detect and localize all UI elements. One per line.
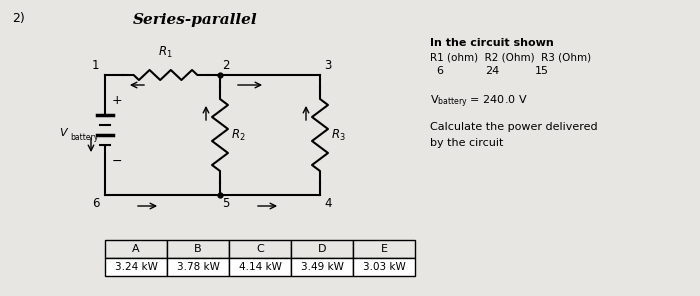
Text: 2: 2 bbox=[222, 59, 230, 72]
Text: 6: 6 bbox=[436, 66, 443, 76]
Text: C: C bbox=[256, 244, 264, 254]
FancyBboxPatch shape bbox=[167, 258, 229, 276]
Text: −: − bbox=[112, 155, 122, 168]
Text: Series-parallel: Series-parallel bbox=[133, 13, 258, 27]
Text: +: + bbox=[112, 94, 122, 107]
Text: 6: 6 bbox=[92, 197, 100, 210]
Text: 24: 24 bbox=[485, 66, 499, 76]
Text: Calculate the power delivered: Calculate the power delivered bbox=[430, 122, 598, 132]
Text: $R_3$: $R_3$ bbox=[331, 128, 346, 143]
FancyBboxPatch shape bbox=[229, 258, 291, 276]
Text: 3.78 kW: 3.78 kW bbox=[176, 262, 219, 272]
Text: $R_2$: $R_2$ bbox=[231, 128, 246, 143]
FancyBboxPatch shape bbox=[229, 240, 291, 258]
Text: V: V bbox=[60, 128, 67, 138]
Text: 3.24 kW: 3.24 kW bbox=[115, 262, 158, 272]
Text: 15: 15 bbox=[535, 66, 549, 76]
Text: $\mathregular{V_{battery}}$ = 240.0 V: $\mathregular{V_{battery}}$ = 240.0 V bbox=[430, 94, 528, 110]
Text: R1 (ohm)  R2 (Ohm)  R3 (Ohm): R1 (ohm) R2 (Ohm) R3 (Ohm) bbox=[430, 52, 591, 62]
Text: 1: 1 bbox=[92, 59, 99, 72]
Text: 5: 5 bbox=[222, 197, 230, 210]
FancyBboxPatch shape bbox=[353, 240, 415, 258]
Text: 3.49 kW: 3.49 kW bbox=[300, 262, 344, 272]
Text: A: A bbox=[132, 244, 140, 254]
Text: 2): 2) bbox=[12, 12, 24, 25]
Text: 3: 3 bbox=[324, 59, 331, 72]
Text: E: E bbox=[381, 244, 388, 254]
FancyBboxPatch shape bbox=[291, 258, 353, 276]
FancyBboxPatch shape bbox=[167, 240, 229, 258]
Text: 4: 4 bbox=[324, 197, 332, 210]
FancyBboxPatch shape bbox=[353, 258, 415, 276]
Text: 4.14 kW: 4.14 kW bbox=[239, 262, 281, 272]
Text: In the circuit shown: In the circuit shown bbox=[430, 38, 554, 48]
Text: B: B bbox=[194, 244, 202, 254]
Text: 3.03 kW: 3.03 kW bbox=[363, 262, 405, 272]
FancyBboxPatch shape bbox=[291, 240, 353, 258]
Text: by the circuit: by the circuit bbox=[430, 138, 503, 148]
FancyBboxPatch shape bbox=[105, 258, 167, 276]
Text: D: D bbox=[318, 244, 326, 254]
FancyBboxPatch shape bbox=[105, 240, 167, 258]
Text: battery: battery bbox=[70, 133, 98, 141]
Text: $R_1$: $R_1$ bbox=[158, 45, 172, 60]
